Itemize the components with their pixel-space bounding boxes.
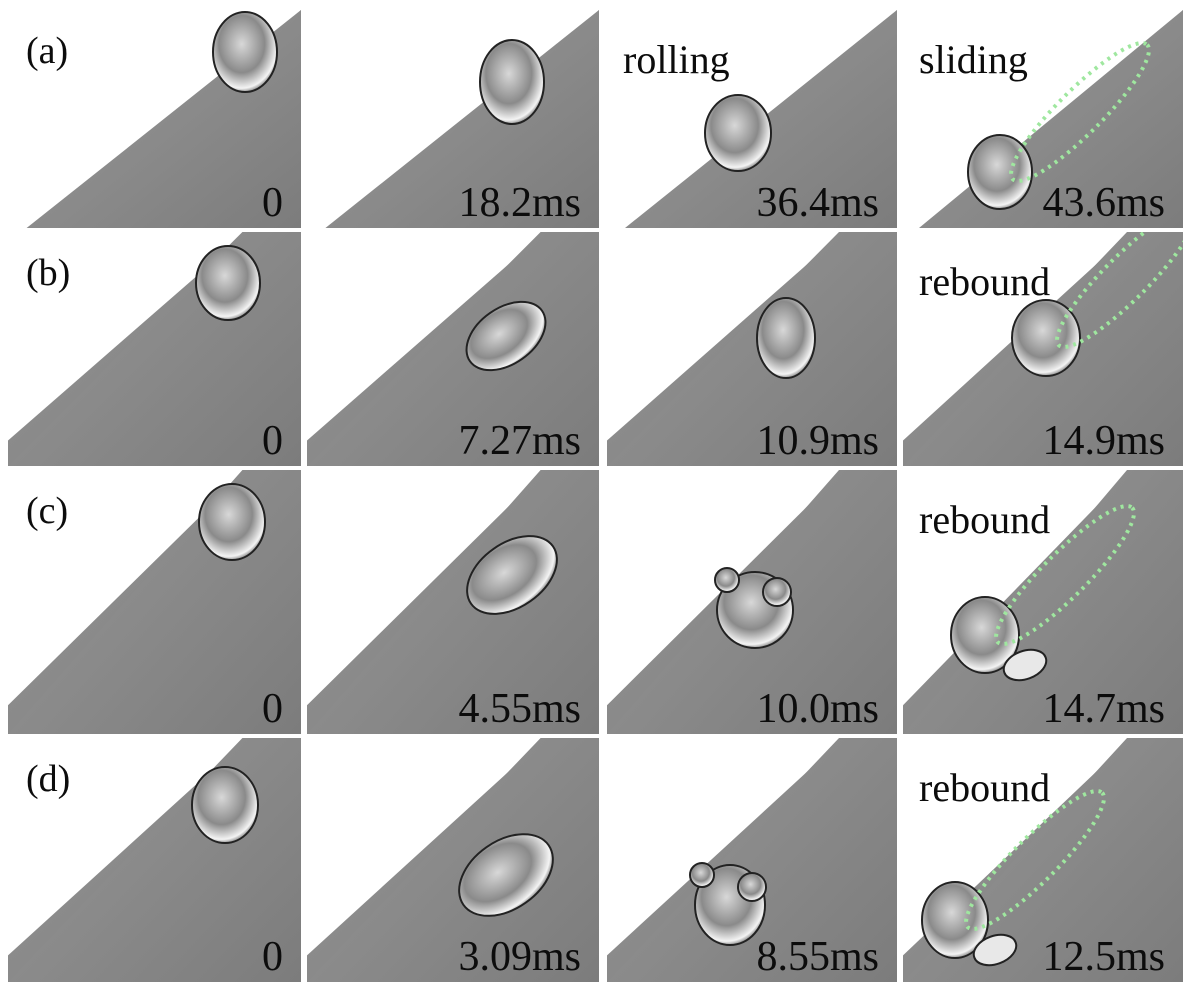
timestamp-label: 14.7ms	[1042, 686, 1165, 732]
timestamp-label: 4.55ms	[458, 686, 581, 732]
frame-cell: 43.6ms sliding	[903, 10, 1183, 228]
frame-cell: 0 (d)	[8, 738, 301, 982]
frame-photo	[607, 232, 897, 466]
timestamp-label: 14.9ms	[1042, 418, 1165, 464]
motion-caption: rolling	[623, 37, 730, 82]
row-label: (a)	[26, 30, 69, 72]
timestamp-label: 12.5ms	[1042, 934, 1165, 980]
trajectory-outline	[1055, 232, 1183, 349]
row-label: (c)	[26, 490, 69, 532]
timestamp-label: 0	[262, 418, 283, 464]
frame-photo	[307, 738, 599, 982]
motion-caption: rebound	[919, 765, 1051, 810]
trajectory-outline	[1009, 41, 1151, 183]
frame-photo	[307, 470, 599, 734]
timestamp-label: 0	[262, 180, 283, 226]
water-droplet	[967, 134, 1033, 210]
timestamp-label: 10.9ms	[756, 418, 879, 464]
water-droplet	[198, 483, 266, 561]
frame-photo	[625, 10, 897, 228]
frame-photo	[325, 10, 599, 228]
frame-cell: 0 (b)	[8, 232, 301, 466]
frame-cell: 14.7ms rebound	[903, 470, 1183, 734]
water-droplet	[479, 39, 545, 125]
frame-cell: 0 (a)	[8, 10, 301, 228]
frame-photo	[903, 470, 1183, 734]
water-droplet	[950, 596, 1020, 674]
water-droplet	[466, 535, 558, 615]
row-label: (d)	[26, 758, 71, 800]
water-droplet	[195, 245, 261, 321]
water-droplet	[704, 94, 772, 172]
frame-cell: 7.27ms	[307, 232, 599, 466]
row-label: (b)	[26, 252, 71, 294]
trajectory-outline	[994, 504, 1136, 646]
frame-photo	[607, 470, 897, 734]
frame-cell: 10.0ms	[607, 470, 897, 734]
water-droplet	[458, 833, 554, 917]
frame-cell: 3.09ms	[307, 738, 599, 982]
frame-photo	[919, 10, 1183, 228]
timestamp-label: 7.27ms	[458, 418, 581, 464]
water-droplet	[212, 11, 278, 93]
frame-photo	[903, 232, 1183, 466]
timestamp-label: 10.0ms	[756, 686, 879, 732]
timestamp-label: 36.4ms	[756, 180, 879, 226]
frame-photo	[607, 738, 897, 982]
frame-cell: 4.55ms	[307, 470, 599, 734]
frame-cell: 8.55ms	[607, 738, 897, 982]
frame-cell: 36.4ms rolling	[607, 10, 897, 228]
water-droplet	[756, 297, 816, 379]
water-droplet	[191, 766, 259, 844]
water-droplet	[465, 300, 547, 372]
frame-photo	[8, 738, 301, 982]
frame-cell: 18.2ms	[307, 10, 599, 228]
timestamp-label: 0	[262, 934, 283, 980]
timestamp-label: 0	[262, 686, 283, 732]
frame-photo	[8, 470, 301, 734]
frame-cell: 14.9ms rebound	[903, 232, 1183, 466]
water-droplet	[921, 881, 989, 959]
motion-caption: rebound	[919, 497, 1051, 542]
timestamp-label: 8.55ms	[756, 934, 879, 980]
motion-caption: rebound	[919, 259, 1051, 304]
frame-photo	[307, 232, 599, 466]
frame-photo	[26, 10, 301, 228]
frame-photo	[903, 738, 1183, 982]
frame-cell: 12.5ms rebound	[903, 738, 1183, 982]
frame-photo	[8, 232, 301, 466]
timestamp-label: 3.09ms	[458, 934, 581, 980]
frame-cell: 10.9ms	[607, 232, 897, 466]
frame-cell: 0 (c)	[8, 470, 301, 734]
water-droplet	[1011, 299, 1081, 377]
timestamp-label: 43.6ms	[1042, 180, 1165, 226]
trajectory-outline	[964, 789, 1106, 931]
timestamp-label: 18.2ms	[458, 180, 581, 226]
motion-caption: sliding	[919, 37, 1028, 82]
